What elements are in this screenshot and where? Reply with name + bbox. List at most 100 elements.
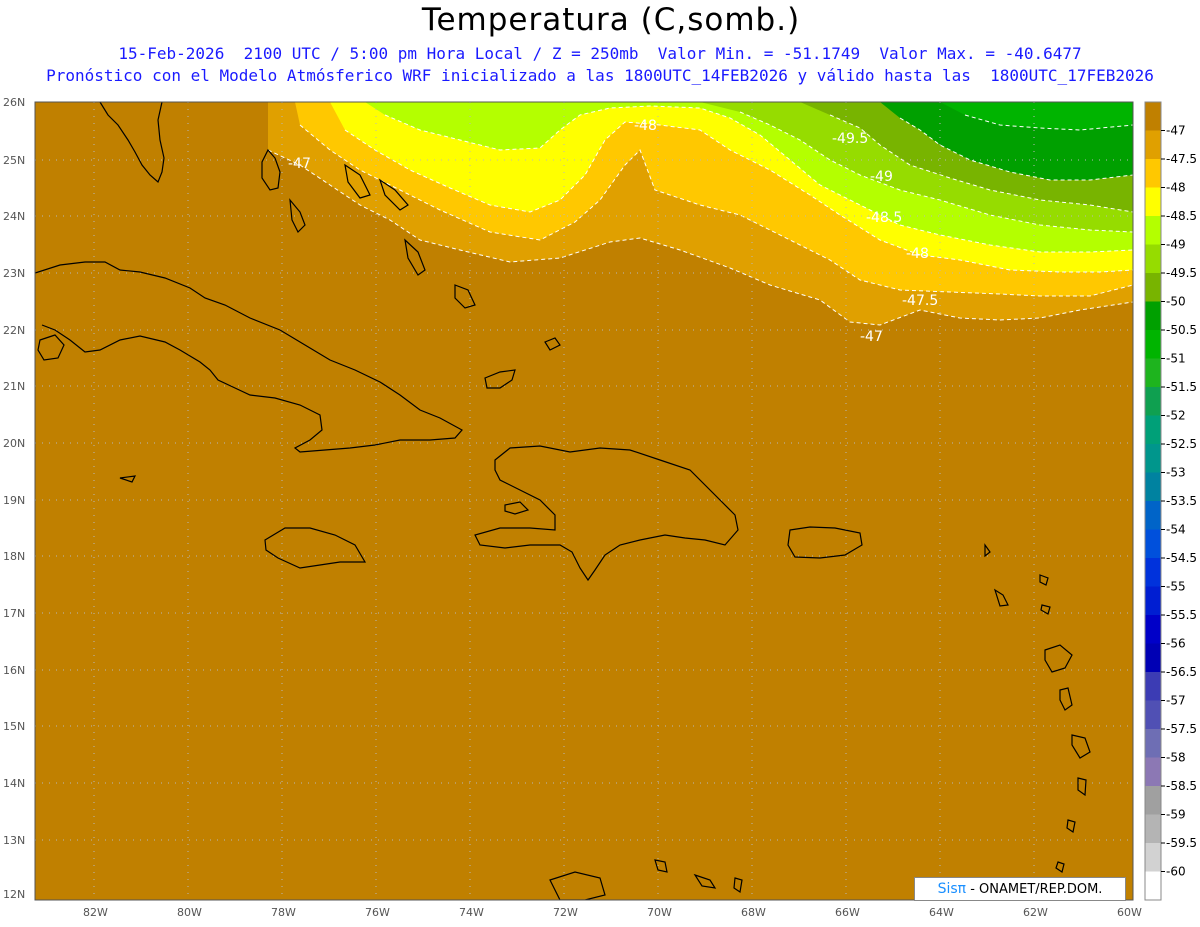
coast-antilles-1	[984, 543, 991, 558]
lat-tick: 12N	[3, 888, 25, 901]
coast-guadeloupe	[1044, 644, 1073, 673]
coast-martinique	[1071, 734, 1091, 759]
sispi-logo: Sisπ	[937, 881, 967, 897]
colorbar: -47 -47.5 -48 -48.5 -49 -49.5 -50 -50.5 -51 -51.5…	[1144, 101, 1197, 901]
coast-south-america	[549, 871, 606, 900]
colorbar-swatch	[1145, 558, 1161, 587]
coast-isla-juventud	[37, 334, 65, 361]
colorbar-label: -59.5	[1166, 836, 1197, 850]
coast-bahamas-3	[344, 163, 371, 199]
coast-turks	[484, 369, 516, 389]
coast-st-lucia	[1077, 777, 1087, 797]
lat-tick: 20N	[3, 437, 25, 450]
colorbar-swatch	[1145, 843, 1161, 872]
colorbar-label: -55	[1166, 580, 1186, 594]
coast-florida	[99, 102, 165, 184]
colorbar-swatch	[1145, 102, 1161, 131]
colorbar-label: -58.5	[1166, 779, 1197, 793]
lat-tick: 17N	[3, 607, 25, 620]
coast-cuba	[35, 261, 463, 453]
colorbar-swatch	[1145, 529, 1161, 559]
coast-st-vincent	[1066, 819, 1076, 833]
colorbar-swatch	[1145, 643, 1161, 673]
colorbar-label: -48	[1166, 181, 1186, 195]
colorbar-swatch	[1145, 130, 1161, 160]
colorbar-label: -48.5	[1166, 209, 1197, 223]
coast-inagua	[544, 337, 561, 351]
lat-tick: 13N	[3, 834, 25, 847]
colorbar-swatch	[1145, 501, 1161, 530]
lon-tick: 76W	[365, 906, 390, 919]
colorbar-swatch	[1145, 216, 1161, 245]
colorbar-swatch	[1145, 358, 1161, 388]
coast-bahamas-6	[454, 284, 476, 309]
colorbar-swatch	[1145, 615, 1161, 644]
lon-tick: 80W	[177, 906, 202, 919]
map-title: Temperatura (C,somb.)	[421, 2, 801, 38]
coast-curacao	[654, 859, 668, 873]
colorbar-label: -56.5	[1166, 665, 1197, 679]
lon-axis: 82W 80W 78W 76W 74W 72W 70W 68W 66W 64W …	[83, 906, 1142, 919]
coast-puerto-rico	[787, 526, 863, 559]
colorbar-label: -53.5	[1166, 494, 1197, 508]
lon-tick: 68W	[741, 906, 766, 919]
contour-label: -47.5	[902, 293, 938, 309]
contour-label: -48	[906, 246, 929, 262]
colorbar-label: -47	[1166, 124, 1186, 138]
lon-tick: 78W	[271, 906, 296, 919]
colorbar-label: -57	[1166, 694, 1186, 708]
colorbar-label: -51.5	[1166, 380, 1197, 394]
contour-label: -49.5	[832, 131, 868, 147]
lat-tick: 25N	[3, 154, 25, 167]
lat-tick: 23N	[3, 267, 25, 280]
colorbar-swatch	[1145, 187, 1161, 217]
contour-label-group: -48 -49.5 -47 -49 -48.5 -48 -47.5 -47	[288, 118, 938, 345]
colorbar-swatch	[1145, 273, 1161, 302]
coast-antilles-3	[1039, 574, 1049, 586]
colorbar-label: -57.5	[1166, 722, 1197, 736]
subtitle-model-info: Pronóstico con el Modelo Atmósferico WRF…	[46, 66, 1154, 85]
credit-text: - ONAMET/REP.DOM.	[966, 882, 1103, 897]
lat-tick: 16N	[3, 664, 25, 677]
contour-label: -48.5	[866, 210, 902, 226]
colorbar-label: -49.5	[1166, 266, 1197, 280]
lat-tick: 22N	[3, 324, 25, 337]
lon-tick: 70W	[647, 906, 672, 919]
temperature-shading: -48 -49.5 -47 -49 -48.5 -48 -47.5 -47	[35, 102, 1133, 900]
graticule	[35, 102, 1133, 900]
colorbar-label: -58	[1166, 751, 1186, 765]
lat-tick: 14N	[3, 777, 25, 790]
colorbar-label: -56	[1166, 637, 1186, 651]
lat-tick: 26N	[3, 96, 25, 109]
coast-antilles-4	[1040, 604, 1051, 615]
colorbar-swatch	[1145, 330, 1161, 359]
coast-cayman	[119, 475, 137, 483]
colorbar-swatch	[1145, 415, 1161, 445]
colorbar-swatch	[1145, 672, 1161, 701]
colorbar-label: -55.5	[1166, 608, 1197, 622]
contour-lines	[267, 105, 1133, 326]
contour-label: -47	[860, 329, 883, 345]
colorbar-swatch	[1145, 729, 1161, 758]
coast-antilles-2	[993, 588, 1009, 607]
colorbar-label: -60	[1166, 865, 1186, 879]
colorbar-swatch	[1145, 301, 1161, 331]
colorbar-swatch	[1145, 586, 1161, 616]
lat-tick: 24N	[3, 210, 25, 223]
colorbar-label: -49	[1166, 238, 1186, 252]
lon-tick: 72W	[553, 906, 578, 919]
lat-tick: 15N	[3, 720, 25, 733]
colorbar-swatch	[1145, 786, 1161, 815]
colorbar-swatch	[1145, 757, 1161, 787]
coast-aruba	[693, 873, 717, 889]
map-frame	[34, 101, 1134, 901]
contour-label: -48	[634, 118, 657, 134]
colorbar-swatch	[1145, 814, 1161, 844]
subtitle-time-level: 15-Feb-2026 2100 UTC / 5:00 pm Hora Loca…	[118, 44, 1082, 63]
colorbar-label: -47.5	[1166, 152, 1197, 166]
colorbar-swatch	[1145, 444, 1161, 473]
coast-bonaire	[733, 877, 743, 894]
colorbar-label: -54	[1166, 523, 1186, 537]
coast-jamaica	[264, 527, 367, 569]
